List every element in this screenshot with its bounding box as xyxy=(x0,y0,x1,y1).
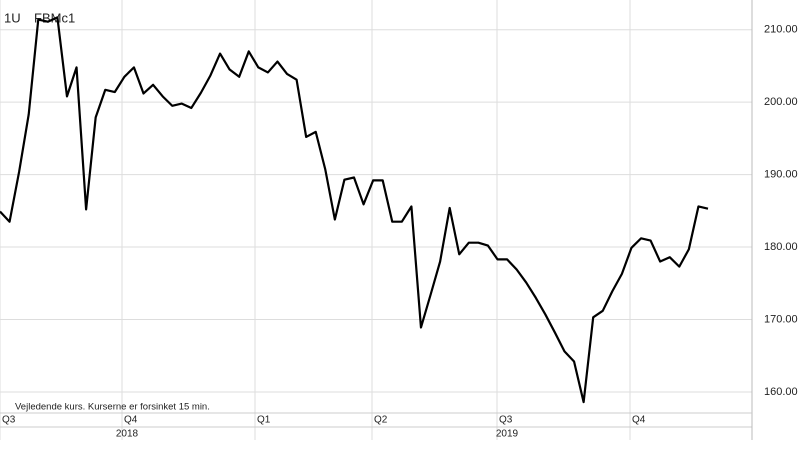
x-tick-label: Q3 xyxy=(2,415,16,426)
delay-note: Vejledende kurs. Kurserne er forsinket 1… xyxy=(15,402,210,413)
y-tick-label: 170.00 xyxy=(764,313,798,325)
y-tick-label: 180.00 xyxy=(764,241,798,253)
year-label: 2019 xyxy=(496,429,519,440)
y-tick-label: 200.00 xyxy=(764,96,798,108)
x-tick-label: Q4 xyxy=(124,415,138,426)
year-label: 2018 xyxy=(116,429,139,440)
price-line xyxy=(0,16,709,404)
ric-code: 1U xyxy=(4,10,21,25)
y-tick-label: 190.00 xyxy=(764,169,798,181)
y-tick-label: 160.00 xyxy=(764,386,798,398)
x-tick-label: Q4 xyxy=(632,415,646,426)
x-tick-label: Q3 xyxy=(499,415,513,426)
y-tick-label: 210.00 xyxy=(764,24,798,36)
x-tick-label: Q1 xyxy=(257,415,271,426)
x-tick-label: Q2 xyxy=(374,415,388,426)
